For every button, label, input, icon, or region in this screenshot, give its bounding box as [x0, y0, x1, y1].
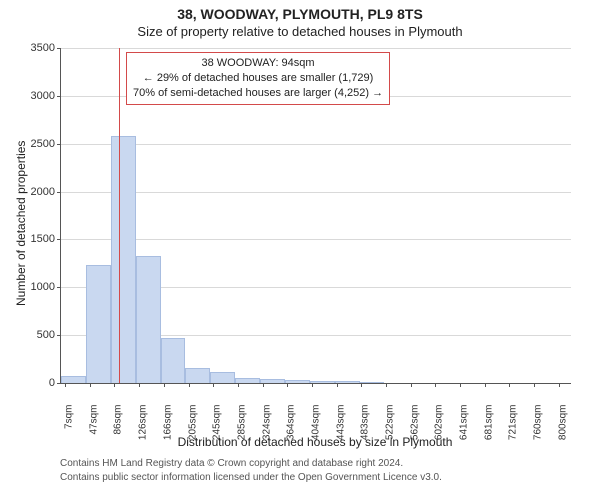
histogram-bar: [310, 381, 335, 383]
xtick-mark: [312, 383, 313, 387]
ytick-mark: [57, 192, 61, 193]
histogram-bar: [61, 376, 86, 383]
footer-attribution: Contains HM Land Registry data © Crown c…: [60, 457, 442, 484]
property-marker-line: [119, 48, 120, 383]
page-title: 38, WOODWAY, PLYMOUTH, PL9 8TS: [0, 6, 600, 22]
histogram-bar: [260, 379, 285, 383]
ytick-mark: [57, 287, 61, 288]
gridline: [61, 48, 571, 49]
ytick-label: 500: [37, 329, 55, 341]
gridline: [61, 144, 571, 145]
xtick-mark: [139, 383, 140, 387]
xtick-mark: [411, 383, 412, 387]
footer-line: Contains HM Land Registry data © Crown c…: [60, 457, 442, 471]
xtick-mark: [90, 383, 91, 387]
ytick-label: 1500: [31, 233, 55, 245]
xtick-mark: [509, 383, 510, 387]
xtick-mark: [213, 383, 214, 387]
x-axis-label: Distribution of detached houses by size …: [60, 435, 570, 449]
histogram-bar: [285, 380, 310, 383]
footer-line: Contains public sector information licen…: [60, 471, 442, 485]
xtick-mark: [485, 383, 486, 387]
page-subtitle: Size of property relative to detached ho…: [0, 24, 600, 39]
ytick-mark: [57, 96, 61, 97]
xtick-mark: [435, 383, 436, 387]
xtick-label: 86sqm: [113, 405, 124, 435]
ytick-mark: [57, 239, 61, 240]
xtick-mark: [238, 383, 239, 387]
xtick-mark: [559, 383, 560, 387]
xtick-label: 47sqm: [89, 405, 100, 435]
ytick-label: 0: [49, 377, 55, 389]
xtick-mark: [189, 383, 190, 387]
ytick-label: 3500: [31, 42, 55, 54]
xtick-mark: [287, 383, 288, 387]
y-axis-label: Number of detached properties: [14, 140, 28, 305]
ytick-mark: [57, 48, 61, 49]
xtick-mark: [386, 383, 387, 387]
xtick-mark: [534, 383, 535, 387]
gridline: [61, 192, 571, 193]
xtick-mark: [114, 383, 115, 387]
ytick-mark: [57, 335, 61, 336]
histogram-bar: [86, 265, 111, 383]
gridline: [61, 239, 571, 240]
histogram-bar: [111, 136, 136, 383]
xtick-mark: [164, 383, 165, 387]
histogram-bar: [185, 368, 210, 383]
xtick-label: 7sqm: [64, 405, 75, 429]
histogram-bar: [161, 338, 186, 383]
histogram-bar: [360, 382, 385, 383]
annotation-line: ← 29% of detached houses are smaller (1,…: [133, 71, 383, 86]
histogram-bar: [136, 256, 161, 383]
histogram-bar: [210, 372, 235, 383]
xtick-mark: [361, 383, 362, 387]
ytick-label: 2500: [31, 138, 55, 150]
xtick-mark: [263, 383, 264, 387]
histogram-bar: [335, 381, 360, 383]
property-annotation: 38 WOODWAY: 94sqm ← 29% of detached hous…: [126, 52, 390, 105]
xtick-mark: [460, 383, 461, 387]
ytick-label: 3000: [31, 90, 55, 102]
ytick-label: 1000: [31, 281, 55, 293]
xtick-mark: [337, 383, 338, 387]
annotation-line: 38 WOODWAY: 94sqm: [133, 56, 383, 71]
ytick-mark: [57, 144, 61, 145]
ytick-label: 2000: [31, 186, 55, 198]
ytick-mark: [57, 383, 61, 384]
annotation-line: 70% of semi-detached houses are larger (…: [133, 86, 383, 101]
xtick-mark: [65, 383, 66, 387]
